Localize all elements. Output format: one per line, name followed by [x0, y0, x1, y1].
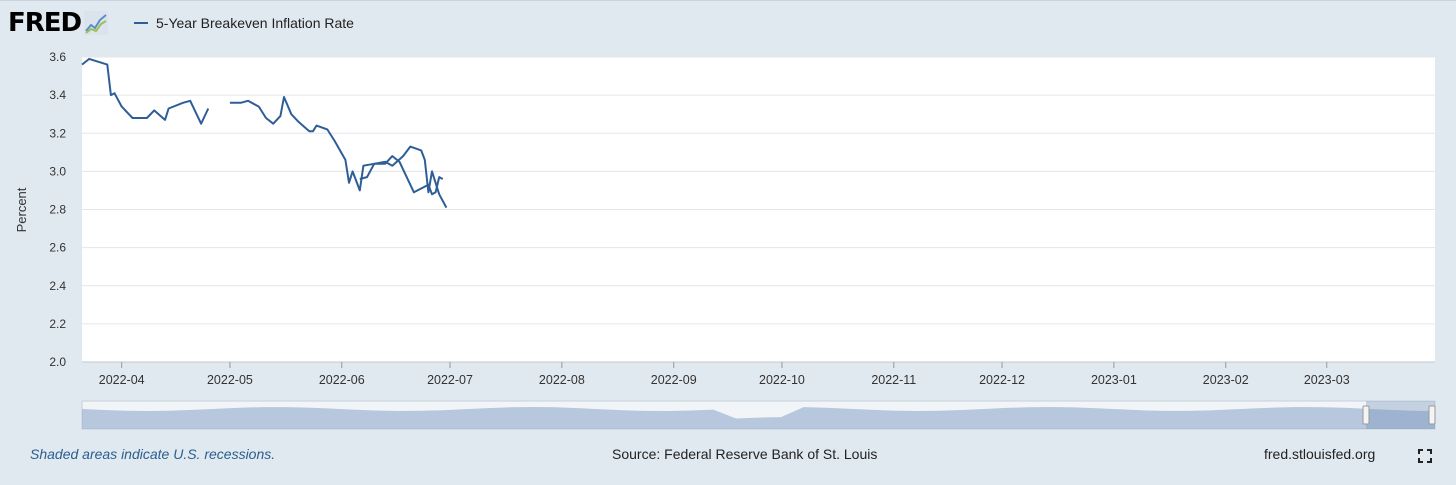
y-tick-label: 3.4: [49, 88, 66, 102]
x-axis-ticks: 2022-04 2022-05 2022-06 2022-07 2022-08 2022-…: [99, 362, 1350, 387]
site-link[interactable]: fred.stlouisfed.org: [1264, 446, 1376, 462]
y-tick-label: 2.2: [49, 317, 66, 331]
navigator-handle-right: [1428, 405, 1436, 425]
x-tick-label: 2023-01: [1091, 373, 1137, 387]
x-tick-label: 2022-05: [207, 373, 253, 387]
y-tick-label: 2.8: [49, 203, 66, 217]
y-tick-label: 3.6: [49, 50, 66, 64]
x-tick-label: 2022-09: [651, 373, 697, 387]
top-border: [0, 0, 1456, 1]
x-tick-label: 2022-12: [979, 373, 1025, 387]
legend-item[interactable]: 5-Year Breakeven Inflation Rate: [134, 15, 354, 31]
fred-logo[interactable]: FRED: [8, 8, 109, 38]
series-segment: [229, 96, 444, 196]
recessions-note[interactable]: Shaded areas indicate U.S. recessions.: [30, 446, 276, 462]
source-text: Source: Federal Reserve Bank of St. Loui…: [612, 446, 878, 462]
fred-graph-icon: [84, 11, 109, 35]
y-axis-ticks: 2.0 2.2 2.4 2.6 2.8 3.0 3.2 3.4 3.6: [49, 50, 66, 369]
x-tick-label: 2023-02: [1203, 373, 1249, 387]
fred-logo-text: FRED: [8, 8, 82, 38]
y-tick-label: 3.2: [49, 126, 66, 140]
x-tick-label: 2022-04: [99, 373, 145, 387]
navigator-area: [82, 407, 1435, 429]
legend-label: 5-Year Breakeven Inflation Rate: [156, 15, 354, 31]
y-tick-label: 3.0: [49, 164, 66, 178]
x-tick-label: 2022-10: [759, 373, 805, 387]
series-segment: [81, 57, 210, 125]
navigator-handle-left: [1362, 405, 1370, 425]
series-line: [81, 57, 448, 209]
navigator-selection: [1366, 401, 1435, 429]
y-tick-label: 2.0: [49, 355, 66, 369]
y-tick-label: 2.6: [49, 241, 66, 255]
x-tick-label: 2022-07: [427, 373, 473, 387]
legend-swatch: [134, 22, 148, 24]
x-tick-label: 2023-03: [1304, 373, 1350, 387]
y-tick-label: 2.4: [49, 279, 66, 293]
fullscreen-icon[interactable]: [1418, 449, 1432, 463]
x-tick-label: 2022-08: [539, 373, 585, 387]
gridlines: [82, 56, 1435, 363]
navigator: [81, 400, 1436, 430]
y-axis-label: Percent: [14, 187, 29, 232]
series-segment: [359, 145, 448, 209]
x-tick-label: 2022-06: [319, 373, 365, 387]
x-tick-label: 2022-11: [871, 373, 916, 387]
